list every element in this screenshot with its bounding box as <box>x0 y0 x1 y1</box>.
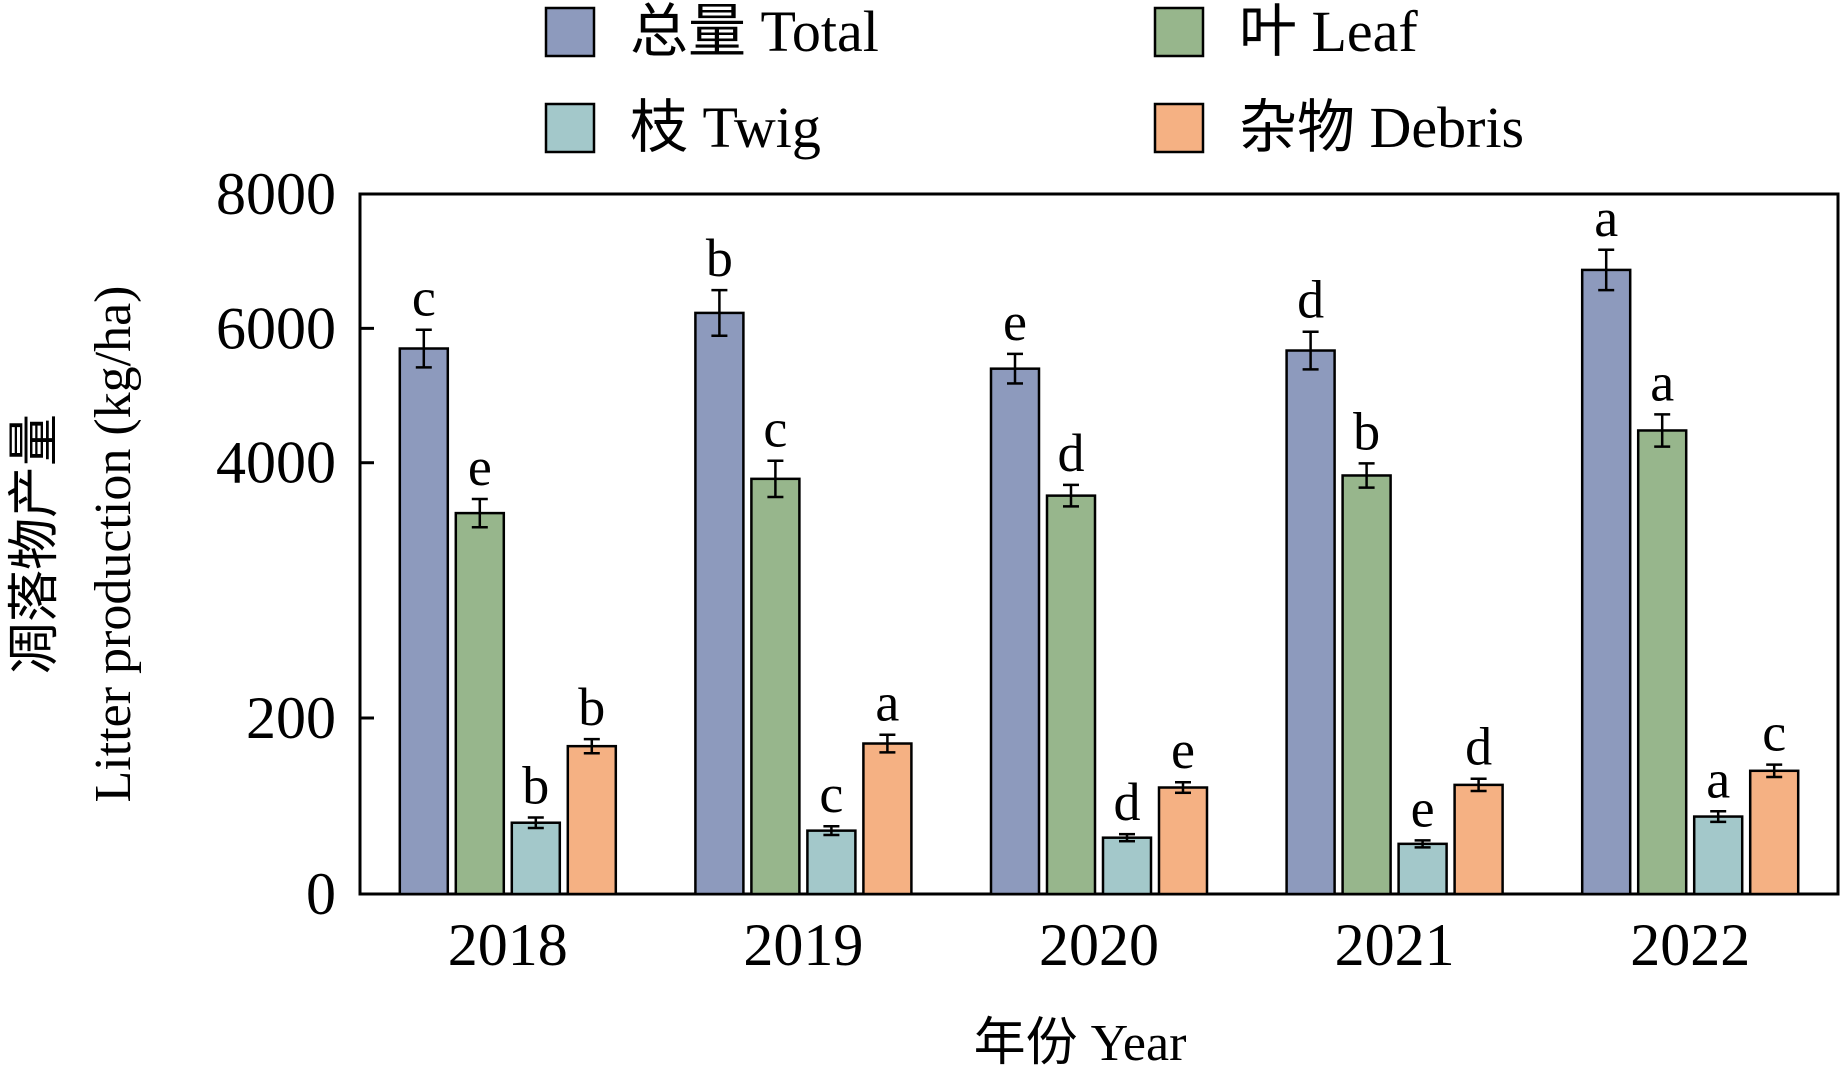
legend: 总量 Total 叶 Leaf 枝 Twig 杂物 Debris <box>544 0 1524 160</box>
significance-letter: b <box>578 677 605 737</box>
bar <box>750 477 801 896</box>
plot-frame <box>358 192 1840 896</box>
legend-swatch <box>544 6 596 58</box>
legend-label: 总量 Total <box>630 0 879 64</box>
y-axis-title-en: Litter production (kg/ha) <box>85 286 142 803</box>
bar <box>454 511 506 896</box>
legend-label: 杂物 Debris <box>1239 95 1524 160</box>
bar <box>1045 494 1097 896</box>
y-axis-title-cn: 凋落物产量 <box>7 414 64 674</box>
significance-letter: a <box>875 673 899 733</box>
significance-letter: e <box>468 437 492 497</box>
bar <box>806 829 857 896</box>
y-tick-label: 8000 <box>216 161 336 227</box>
bar <box>510 821 562 896</box>
legend-swatch <box>1153 102 1205 154</box>
x-tick-label: 2018 <box>448 912 568 978</box>
bar <box>1580 268 1632 896</box>
significance-letter: c <box>763 399 787 459</box>
bar <box>1341 474 1392 896</box>
legend-swatch <box>544 102 596 154</box>
y-tick-label: 0 <box>306 861 336 927</box>
significance-letter: a <box>1706 749 1730 809</box>
y-tick-label: 4000 <box>216 430 336 496</box>
significance-letter: d <box>1297 270 1324 330</box>
bar <box>1101 836 1153 896</box>
legend-label: 枝 Twig <box>630 95 821 160</box>
axes <box>358 192 1840 896</box>
x-tick-label: 2020 <box>1039 912 1159 978</box>
bar <box>398 347 450 896</box>
significance-letter: b <box>706 228 733 288</box>
x-axis-title: 年份 Year <box>974 1015 1187 1072</box>
significance-letter: c <box>412 268 436 328</box>
bar <box>566 744 618 896</box>
bar <box>694 311 745 896</box>
bar <box>1636 429 1688 896</box>
significance-letter: a <box>1594 188 1618 248</box>
y-ticks: 0 200 4000 6000 8000 <box>216 161 374 927</box>
y-tick-label: 6000 <box>216 295 336 361</box>
bar <box>1692 815 1744 896</box>
legend-label: 叶 Leaf <box>1239 0 1418 64</box>
significance-letter: c <box>1762 703 1786 763</box>
significance-letter: e <box>1171 720 1195 780</box>
bar <box>1453 783 1504 896</box>
bar <box>1157 786 1209 896</box>
x-tick-label: 2019 <box>743 912 863 978</box>
x-tick-label: 2022 <box>1630 912 1750 978</box>
significance-letter: b <box>522 755 549 815</box>
significance-letter: d <box>1465 717 1492 777</box>
significance-letter: d <box>1058 423 1085 483</box>
bar <box>862 742 913 896</box>
bar <box>1748 769 1800 896</box>
significance-letter: e <box>1003 292 1027 352</box>
significance-letter: b <box>1353 401 1380 461</box>
legend-swatch <box>1153 6 1205 58</box>
bar <box>1285 349 1336 896</box>
x-tick-labels: 2018 2019 2020 2021 2022 <box>448 912 1750 978</box>
x-tick-label: 2021 <box>1335 912 1455 978</box>
significance-letter: a <box>1650 352 1674 412</box>
significance-letter: d <box>1114 772 1141 832</box>
bar <box>1397 842 1448 896</box>
bar <box>989 367 1041 896</box>
significance-letter: c <box>819 764 843 824</box>
significance-letter: e <box>1411 778 1435 838</box>
y-tick-label: 200 <box>246 685 336 751</box>
